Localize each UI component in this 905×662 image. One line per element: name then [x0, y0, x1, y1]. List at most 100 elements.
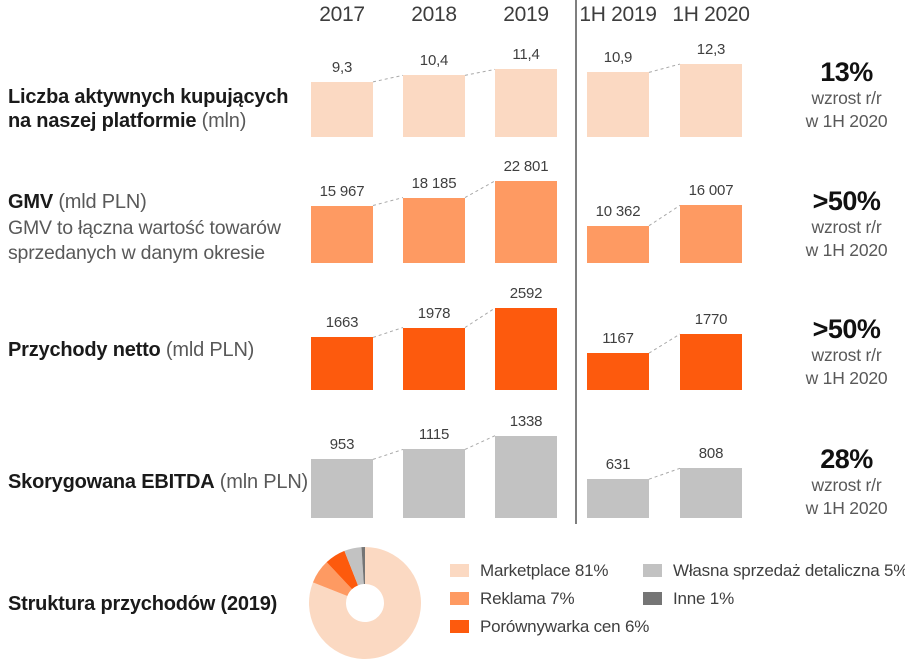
bar-value-label: 10,4 [419, 52, 449, 70]
connector-lines [372, 180, 681, 227]
metric-title-text: Struktura przychodów (2019) [8, 593, 278, 615]
legend-item-porownywarka: Porównywarka cen 6% [450, 617, 649, 637]
metric-title-gmv: GMV (mld PLN) [8, 190, 328, 214]
legend-item-reklama: Reklama 7% [450, 589, 575, 609]
bar-value-label: 1663 [325, 314, 359, 332]
bar-value-label: 9,3 [331, 58, 353, 76]
bar-value-label: 1167 [602, 330, 634, 348]
connector-lines [372, 307, 681, 354]
bar-value-label: 10 362 [595, 202, 641, 220]
bar-active-buyers-2017 [311, 81, 373, 137]
growth-percent: >50% [812, 314, 881, 344]
column-header-2017: 2017 [319, 3, 365, 26]
growth-percent: 13% [820, 57, 873, 87]
legend-label: Marketplace 81% [480, 561, 609, 580]
legend-swatch-inne [643, 592, 662, 605]
bar-adjusted-ebitda-2018 [403, 449, 465, 518]
bar-adjusted-ebitda-2019 [495, 435, 557, 518]
growth-percent: >50% [812, 186, 881, 216]
bar-active-buyers-1h-2019 [587, 72, 649, 137]
bar-net-revenue-2019 [495, 308, 557, 390]
bar-value-label: 11,4 [512, 46, 540, 64]
bar-gmv-2017 [311, 205, 373, 263]
period-divider-line [575, 0, 577, 524]
bar-gmv-2018 [403, 197, 465, 263]
legend-swatch-porownywarka [450, 620, 469, 633]
bar-adjusted-ebitda-1h-2020 [680, 468, 742, 518]
bar-active-buyers-1h-2020 [680, 64, 742, 137]
metric-unit: (mln PLN) [214, 471, 309, 493]
bar-chart-gmv: 15 967 18 185 22 801 10 362 16 007 [0, 153, 905, 263]
legend-swatch-reklama [450, 592, 469, 605]
bar-value-label: 1978 [417, 304, 451, 322]
donut-segment-reklama [312, 562, 352, 597]
growth-caption-2: w 1H 2020 [805, 368, 888, 388]
bar-value-label: 631 [605, 456, 631, 474]
column-header-2019: 2019 [503, 3, 549, 26]
bar-net-revenue-1h-2020 [680, 334, 742, 390]
bar-value-label: 953 [329, 436, 355, 454]
bar-net-revenue-1h-2019 [587, 353, 649, 390]
metric-title-active-buyers: Liczba aktywnych kupujących na naszej pl… [8, 85, 310, 133]
metric-unit: (mld PLN) [52, 191, 147, 213]
legend-label: Reklama 7% [480, 589, 575, 608]
bar-value-label: 808 [698, 445, 724, 463]
metric-title-text: Liczba aktywnych kupujących na naszej pl… [8, 86, 289, 132]
bar-value-label: 15 967 [319, 182, 365, 200]
legend-label: Inne 1% [673, 589, 734, 608]
bar-value-label: 2592 [509, 285, 543, 303]
growth-caption-1: wzrost r/r [811, 217, 882, 237]
metric-title-text: Skorygowana EBITDA [8, 471, 215, 493]
growth-badge-net-revenue: >50% wzrost r/r w 1H 2020 [788, 314, 905, 390]
metric-title-revenue-structure: Struktura przychodów (2019) [8, 592, 328, 616]
bar-gmv-2019 [495, 180, 557, 263]
bar-gmv-1h-2019 [587, 225, 649, 263]
metric-title-text: Przychody netto [8, 339, 161, 361]
legend-swatch-wlasna-sprzedaz [643, 564, 662, 577]
donut-segment-inne [361, 547, 365, 585]
bar-chart-net-revenue: 1663 1978 2592 1167 1770 [0, 280, 905, 390]
bar-net-revenue-2017 [311, 337, 373, 390]
growth-percent: 28% [820, 444, 873, 474]
column-header-1h2020: 1H 2020 [672, 3, 750, 26]
bar-value-label: 16 007 [688, 182, 734, 200]
donut-segment-marketplace [308, 547, 421, 659]
bar-adjusted-ebitda-1h-2019 [587, 479, 649, 518]
column-header-1h2019: 1H 2019 [579, 3, 657, 26]
bar-net-revenue-2018 [403, 327, 465, 390]
bar-chart-active-buyers: 9,3 10,4 11,4 10,9 12,3 [0, 27, 905, 137]
growth-caption-1: wzrost r/r [811, 475, 882, 495]
bar-value-label: 1115 [418, 426, 450, 444]
legend-label: Własna sprzedaż detaliczna 5% [673, 561, 905, 580]
bar-adjusted-ebitda-2017 [311, 459, 373, 518]
metric-title-text: GMV [8, 191, 53, 213]
donut-segment-własna-sprzedaż-detaliczna [344, 547, 364, 586]
connector-lines [372, 63, 681, 83]
metric-title-net-revenue: Przychody netto (mld PLN) [8, 338, 328, 362]
metric-title-ebitda: Skorygowana EBITDA (mln PLN) [8, 470, 328, 494]
bar-active-buyers-2018 [403, 75, 465, 137]
column-header-2018: 2018 [411, 3, 457, 26]
bar-chart-ebitda: 953 1115 1338 631 808 [0, 408, 905, 518]
legend-swatch-marketplace [450, 564, 469, 577]
bar-active-buyers-2019 [495, 69, 557, 137]
bar-value-label: 1770 [694, 311, 728, 329]
growth-badge-ebitda: 28% wzrost r/r w 1H 2020 [788, 444, 905, 520]
metric-subtitle-gmv: GMV to łączna wartość towarów sprzedanyc… [8, 217, 281, 264]
bar-value-label: 18 185 [411, 174, 457, 192]
bar-value-label: 10,9 [603, 49, 633, 67]
bar-gmv-1h-2020 [680, 205, 742, 263]
donut-chart-revenue-structure [308, 547, 421, 659]
metric-unit: (mld PLN) [160, 339, 255, 361]
legend-item-wlasna-sprzedaz: Własna sprzedaż detaliczna 5% [643, 561, 905, 581]
metric-unit: (mln) [196, 110, 247, 132]
growth-caption-1: wzrost r/r [811, 88, 882, 108]
connector-lines [372, 435, 681, 480]
donut-segment-porównywarka-cen [326, 550, 359, 590]
bar-value-label: 12,3 [696, 41, 726, 59]
legend-item-inne: Inne 1% [643, 589, 734, 609]
bar-value-label: 22 801 [503, 157, 549, 175]
growth-badge-active-buyers: 13% wzrost r/r w 1H 2020 [788, 57, 905, 133]
growth-caption-1: wzrost r/r [811, 345, 882, 365]
